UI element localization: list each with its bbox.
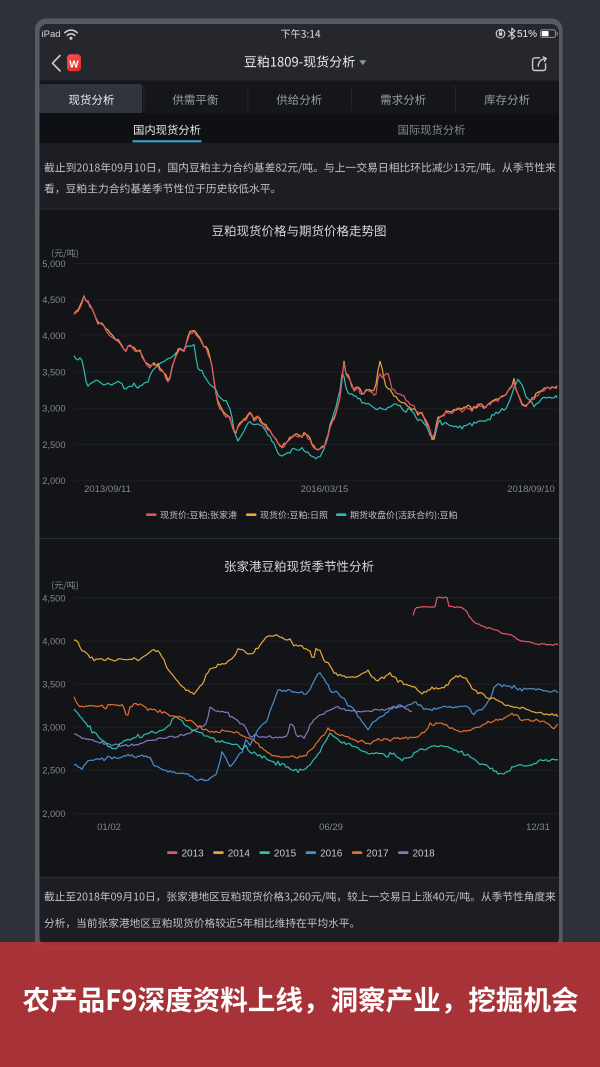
svg-text:51%: 51% xyxy=(517,29,537,40)
svg-text:4,000: 4,000 xyxy=(42,636,65,646)
svg-text:4,500: 4,500 xyxy=(42,593,65,603)
svg-text:2,000: 2,000 xyxy=(42,809,65,819)
svg-text:4,000: 4,000 xyxy=(42,331,65,341)
svg-text:2016: 2016 xyxy=(320,849,343,860)
svg-text:2013/09/11: 2013/09/11 xyxy=(84,484,131,495)
svg-text:3,500: 3,500 xyxy=(42,680,65,690)
svg-text:2016/03/15: 2016/03/15 xyxy=(301,484,349,495)
svg-text:3,500: 3,500 xyxy=(42,367,65,377)
svg-text:2018/09/10: 2018/09/10 xyxy=(507,484,555,495)
svg-text:2,000: 2,000 xyxy=(42,476,65,486)
svg-text:2014: 2014 xyxy=(228,849,251,860)
svg-text:01/02: 01/02 xyxy=(97,822,121,833)
svg-text:2018: 2018 xyxy=(413,849,436,860)
svg-text:2013: 2013 xyxy=(182,849,205,860)
svg-text:iPad: iPad xyxy=(42,29,61,40)
svg-text:2015: 2015 xyxy=(274,849,297,860)
svg-text:2,500: 2,500 xyxy=(42,766,65,776)
svg-text:12/31: 12/31 xyxy=(526,822,550,833)
svg-text:2,500: 2,500 xyxy=(42,440,65,450)
svg-text:06/29: 06/29 xyxy=(319,822,343,833)
svg-text:W: W xyxy=(69,59,79,70)
svg-text:2017: 2017 xyxy=(366,849,389,860)
svg-text:5,000: 5,000 xyxy=(42,259,65,269)
svg-text:3,000: 3,000 xyxy=(42,723,65,733)
svg-text:4,500: 4,500 xyxy=(42,295,65,305)
svg-text:3,000: 3,000 xyxy=(42,404,65,414)
